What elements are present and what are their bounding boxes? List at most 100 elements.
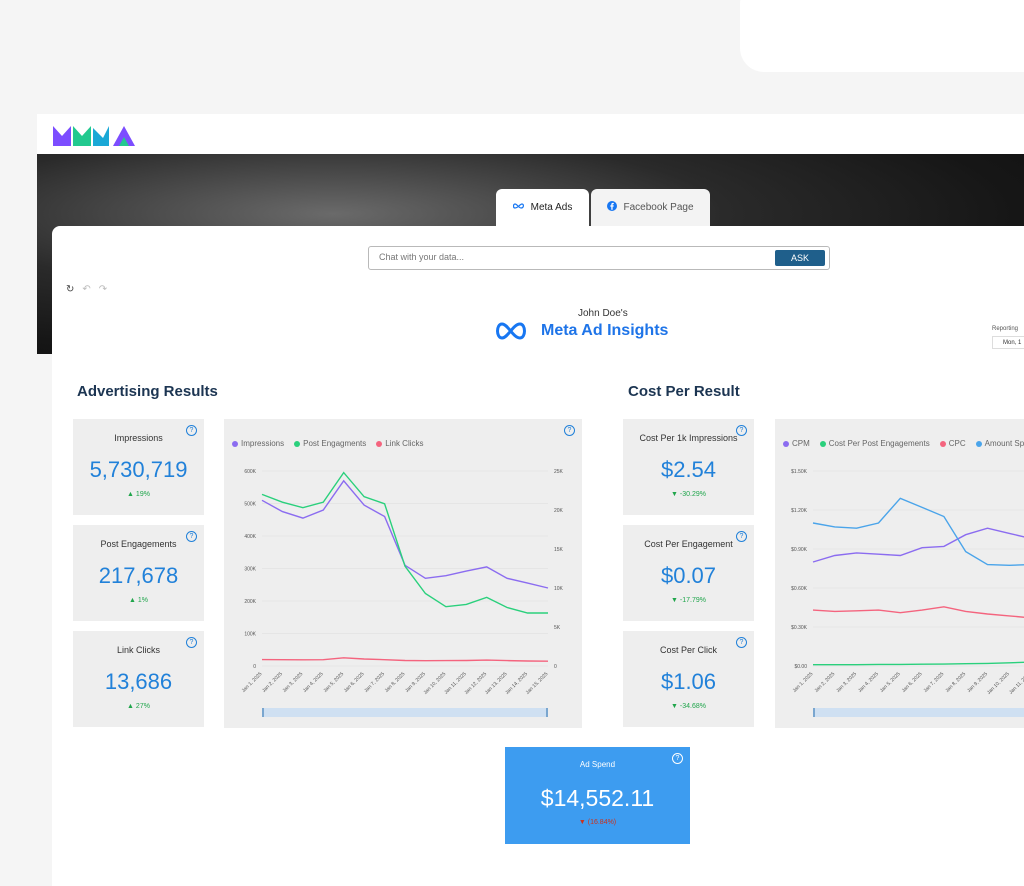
background-card <box>740 0 1024 72</box>
legend-swatch <box>975 440 982 447</box>
legend-label: Amount Sp <box>984 439 1024 448</box>
kpi-value: 13,686 <box>104 669 173 694</box>
ad-spend-card: ? Ad Spend $14,552.11 ▼ (16.84%) <box>505 747 690 844</box>
legend-label: CPM <box>792 439 810 448</box>
legend-swatch <box>783 440 789 447</box>
series-line-cpm <box>812 527 1024 563</box>
brand-logo[interactable] <box>53 124 139 151</box>
report-subtitle: John Doe's <box>578 308 628 319</box>
undo-icon[interactable]: ↶ <box>82 284 91 295</box>
report-title-block: John Doe's Meta Ad Insights <box>495 306 695 346</box>
kpi-label: Cost Per Engagement <box>644 539 733 549</box>
legend-item[interactable]: CPC <box>939 439 966 448</box>
tab-facebook-page[interactable]: Facebook Page <box>591 189 710 226</box>
facebook-icon <box>607 201 618 214</box>
kpi-change: ▲ 19% <box>73 491 204 498</box>
arrow-up-icon: ▲ <box>127 491 136 498</box>
kpi-change: ▼ -17.79% <box>623 597 754 604</box>
legend-item[interactable]: Cost Per Post Engagements <box>819 439 930 448</box>
help-icon[interactable]: ? <box>564 425 575 436</box>
x-tick-label: Jan 4, 2025 <box>857 671 880 694</box>
arrow-down-icon: ▼ <box>671 597 680 604</box>
help-icon[interactable]: ? <box>186 425 197 436</box>
kpi-change-value: 1% <box>137 597 148 604</box>
x-tick-label: Jan 7, 2025 <box>923 671 946 694</box>
kpi-label: Link Clicks <box>116 645 160 655</box>
help-icon[interactable]: ? <box>736 531 747 542</box>
x-tick-label: Jan 1, 2025 <box>792 671 815 694</box>
history-controls: ↻ ↶ ↷ <box>66 284 107 295</box>
y-tick-label: $1.20K <box>791 508 808 514</box>
meta-infinity-icon <box>512 202 525 213</box>
legend-swatch <box>376 440 383 447</box>
chat-box: ASK <box>368 246 830 270</box>
kpi-change-value: -34.68% <box>679 703 706 710</box>
help-icon[interactable]: ? <box>186 531 197 542</box>
meta-logo-icon <box>495 320 527 347</box>
x-tick-label: Jan 6, 2025 <box>343 671 366 694</box>
redo-icon[interactable]: ↷ <box>98 284 108 295</box>
legend-item[interactable]: Link Clicks <box>376 439 424 448</box>
legend-item[interactable]: Amount Sp <box>975 439 1024 448</box>
help-icon[interactable]: ? <box>672 753 683 764</box>
kpi-change: ▲ 1% <box>73 597 204 604</box>
x-tick-label: Jan 10, 2025 <box>986 671 1011 696</box>
kpi-change: ▼ -30.29% <box>623 491 754 498</box>
x-tick-label: Jan 5, 2025 <box>322 671 345 694</box>
x-tick-label: Jan 11, 2025 <box>1008 671 1024 696</box>
y2-tick-label: 5K <box>554 625 561 631</box>
help-icon[interactable]: ? <box>736 425 747 436</box>
x-tick-label: Jan 3, 2025 <box>282 671 305 694</box>
tab-label: Meta Ads <box>530 202 573 213</box>
y-tick-label: 600K <box>244 469 256 475</box>
y-tick-label: 400K <box>244 534 256 540</box>
tab-meta-ads[interactable]: Meta Ads <box>496 189 589 226</box>
series-line-cpc <box>812 606 1024 618</box>
kpi-card-link-clicks: ? Link Clicks 13,686 ▲ 27% <box>73 631 204 727</box>
arrow-down-icon: ▼ <box>578 819 588 826</box>
legend-label: Cost Per Post Engagements <box>828 439 930 448</box>
y-tick-label: 500K <box>244 502 256 508</box>
y-tick-label: $0.00 <box>794 664 807 670</box>
y2-tick-label: 15K <box>554 547 564 553</box>
legend-item[interactable]: CPM <box>783 439 810 448</box>
cost-chart-panel: CPM Cost Per Post Engagements CPC Amount… <box>775 419 1024 728</box>
legend-label: CPC <box>948 439 966 448</box>
y2-tick-label: 20K <box>554 508 564 514</box>
reporting-label: Reporting <box>992 326 1019 332</box>
y-tick-label: $0.30K <box>791 625 808 631</box>
reset-icon[interactable]: ↻ <box>66 284 75 295</box>
ad-spend-value: $14,552.11 <box>540 785 655 811</box>
range-handle-end[interactable] <box>546 708 548 717</box>
kpi-value: $0.07 <box>660 563 717 588</box>
kpi-change: ▼ -34.68% <box>623 703 754 710</box>
chart-range-slider[interactable] <box>262 708 548 717</box>
advertising-chart-panel: ? Impressions Post Engagments Link Click… <box>224 419 582 728</box>
help-icon[interactable]: ? <box>736 637 747 648</box>
series-line-link-clicks <box>261 657 549 662</box>
arrow-down-icon: ▼ <box>671 703 680 710</box>
help-icon[interactable]: ? <box>186 637 197 648</box>
date-range-select[interactable]: Mon, 1 <box>992 336 1024 349</box>
y-tick-label: 100K <box>244 632 256 638</box>
x-tick-label: Jan 2, 2025 <box>814 671 837 694</box>
kpi-label: Post Engagements <box>100 539 177 549</box>
legend-item[interactable]: Post Engagments <box>294 439 366 448</box>
chart-legend: Impressions Post Engagments Link Clicks <box>232 439 424 448</box>
chat-input[interactable] <box>377 251 761 263</box>
range-handle-start[interactable] <box>262 708 264 717</box>
kpi-value: 5,730,719 <box>89 457 188 482</box>
range-handle-start[interactable] <box>813 708 815 717</box>
arrow-up-icon: ▲ <box>127 703 136 710</box>
kpi-card-cost-per-engagement: ? Cost Per Engagement $0.07 ▼ -17.79% <box>623 525 754 621</box>
legend-label: Impressions <box>241 439 285 448</box>
kpi-value: $2.54 <box>660 457 717 482</box>
y2-tick-label: 0 <box>554 664 557 670</box>
ask-button[interactable]: ASK <box>775 250 825 266</box>
chart-range-slider[interactable] <box>813 708 1024 717</box>
legend-item[interactable]: Impressions <box>232 439 284 448</box>
tab-label: Facebook Page <box>623 202 694 213</box>
dashboard-panel: ASK ↻ ↶ ↷ John Doe's Meta Ad Insights Re… <box>52 226 1024 886</box>
legend-swatch <box>939 440 946 447</box>
ad-spend-change-value: (16.84%) <box>587 819 617 826</box>
